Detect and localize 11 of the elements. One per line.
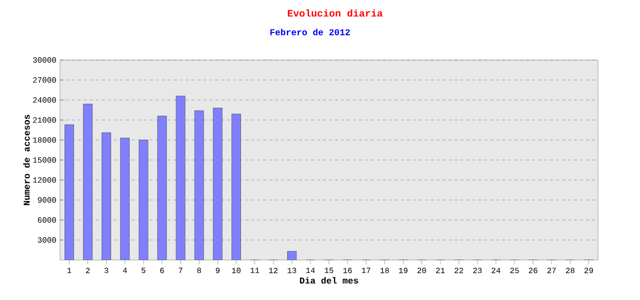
- bar: [102, 132, 112, 260]
- bar: [64, 124, 74, 260]
- bar: [176, 96, 186, 260]
- x-axis-title: Dia del mes: [300, 277, 358, 284]
- chart-title: Evolucion diaria: [288, 9, 383, 17]
- bar: [212, 108, 222, 260]
- bar: [83, 104, 93, 260]
- bar: [232, 114, 241, 260]
- y-axis-title: Numero de accesos: [23, 114, 30, 206]
- chart-subtitle: Febrero de 2012: [270, 28, 350, 36]
- bar: [194, 110, 204, 260]
